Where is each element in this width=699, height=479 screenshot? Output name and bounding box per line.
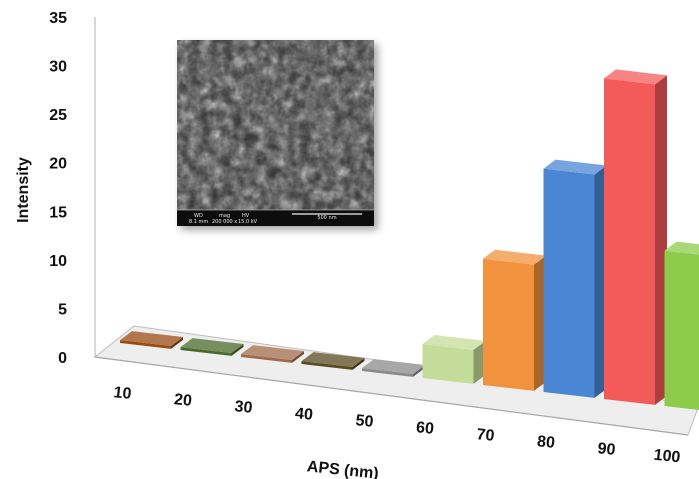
bar-10 (120, 331, 183, 349)
bar-front-face (301, 361, 353, 370)
x-tick-label: 80 (536, 433, 556, 452)
bar-top-face (120, 331, 183, 346)
x-axis-title: APS (nm) (306, 458, 379, 479)
y-tick-label: 15 (49, 204, 67, 221)
sem-micrograph-inset: WD mag HV 8.1 mm 200 000 x 15.0 kV 500 n… (177, 40, 374, 226)
bar-side-face (352, 357, 365, 370)
bar-top-face (664, 241, 699, 255)
x-tick-label: 70 (476, 426, 496, 445)
y-tick-label: 25 (49, 107, 67, 124)
bar-100 (664, 241, 699, 410)
sem-label-hv: HV (242, 213, 250, 219)
sem-value-hv: 15.0 kV (238, 219, 258, 225)
sem-image-texture (177, 40, 374, 212)
bars (120, 69, 699, 410)
bar-top-face (483, 249, 546, 265)
bar-side-face (292, 350, 304, 363)
bar-top-face (604, 69, 667, 85)
y-tick-label: 20 (49, 156, 67, 173)
bar-side-face (473, 340, 486, 384)
x-tick-label: 40 (294, 405, 314, 424)
x-tick-label: 100 (653, 447, 681, 467)
y-axis-title: Intensity (15, 157, 32, 223)
bar-front-face (483, 258, 534, 391)
x-tick-label: 50 (355, 412, 375, 431)
y-tick-label: 0 (58, 350, 67, 367)
sem-value-wd: 8.1 mm (189, 219, 208, 225)
y-tick-labels: 0 5 10 15 20 25 30 35 (49, 10, 67, 367)
bar-side-face (534, 255, 546, 391)
bar-top-face (362, 359, 425, 374)
bar-top-face (301, 352, 365, 367)
bar-side-face (171, 336, 183, 349)
x-tick-label: 60 (415, 419, 435, 438)
bar-front-face (362, 368, 413, 377)
bar-side-face (231, 343, 244, 356)
bar-40 (301, 352, 365, 370)
x-tick-label: 10 (113, 384, 133, 403)
x-tick-label: 30 (234, 398, 254, 417)
bar-front-face (120, 340, 171, 349)
x-tick-label: 90 (597, 440, 617, 459)
bar-80 (543, 159, 607, 398)
sem-label-wd: WD (194, 213, 203, 219)
bar-front-face (241, 354, 292, 363)
x-tick-labels: 10 20 30 40 50 60 70 80 90 100 (113, 384, 681, 466)
bar-front-face (543, 168, 595, 398)
bar-top-face (180, 338, 244, 353)
bar-50 (362, 359, 425, 377)
x-tick-label: 20 (173, 391, 193, 410)
bar-front-face (180, 347, 232, 356)
bar-20 (180, 338, 244, 356)
bar-front-face (664, 250, 699, 410)
y-tick-label: 10 (49, 253, 67, 270)
bar-top-face (543, 159, 607, 175)
sem-value-mag: 200 000 x (212, 219, 237, 225)
bar-side-face (594, 165, 607, 398)
bar-front-face (604, 78, 655, 405)
bar-70 (483, 249, 546, 391)
sem-label-mag: mag (219, 213, 230, 219)
bar-top-face (422, 335, 486, 350)
bar-90 (604, 69, 667, 405)
y-tick-label: 35 (49, 10, 67, 27)
bar-top-face (241, 345, 304, 360)
bar-60 (422, 335, 486, 384)
bar-side-face (413, 364, 425, 377)
bar-30 (241, 345, 304, 363)
sem-scale-label: 500 nm (317, 215, 336, 221)
y-tick-label: 30 (49, 59, 67, 76)
y-tick-label: 5 (58, 301, 67, 318)
bar-side-face (655, 75, 667, 405)
floor-front-edge (94, 356, 689, 436)
bar-front-face (422, 344, 474, 384)
